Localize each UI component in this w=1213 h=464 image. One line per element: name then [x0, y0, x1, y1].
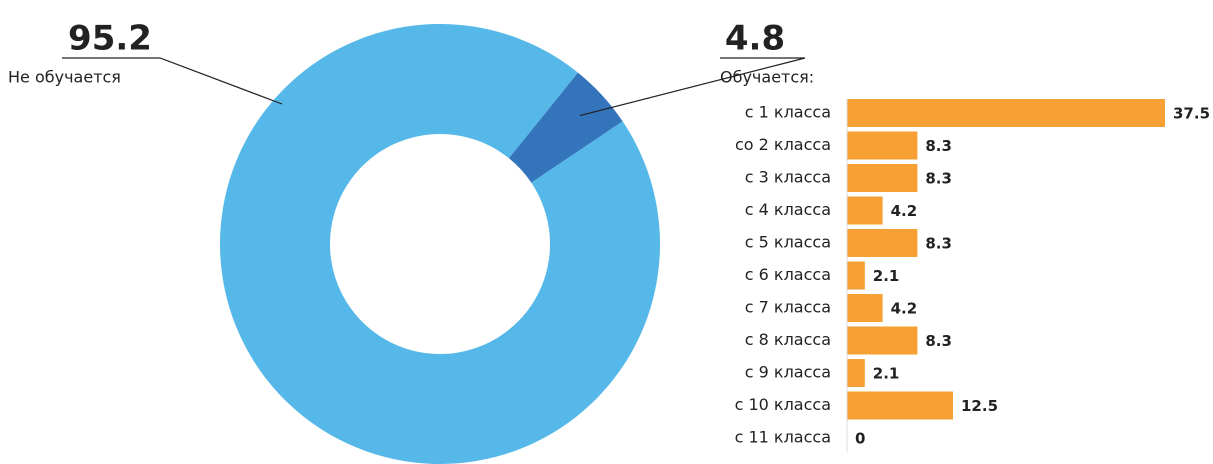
value-label: 8.3 [925, 137, 952, 155]
slice-value: 4.8 [725, 19, 785, 59]
value-label: 12.5 [961, 397, 998, 415]
value-label: 2.1 [873, 365, 900, 383]
bar [847, 294, 883, 322]
bar [847, 196, 883, 225]
value-label: 4.2 [891, 300, 918, 318]
bar [847, 164, 918, 192]
category-label: с 9 класса [745, 363, 831, 382]
category-label: с 8 класса [745, 330, 831, 349]
category-label: с 1 класса [745, 103, 831, 122]
category-label: с 5 класса [745, 233, 831, 252]
value-label: 8.3 [925, 235, 952, 253]
bar [847, 131, 918, 160]
category-label: с 10 класса [735, 395, 831, 414]
leader-line [579, 57, 806, 117]
category-label: с 7 класса [745, 298, 831, 317]
bar [847, 99, 1165, 127]
donut-slice [220, 24, 660, 464]
donut-slice [508, 72, 623, 183]
slice-label: Не обучается [8, 68, 121, 87]
category-label: с 3 класса [745, 168, 831, 187]
bar [847, 359, 865, 387]
bar [847, 229, 918, 257]
category-label: со 2 класса [735, 135, 831, 154]
category-label: с 11 класса [735, 428, 831, 447]
value-label: 8.3 [925, 170, 952, 188]
value-label: 4.2 [891, 202, 918, 220]
value-label: 37.5 [1173, 105, 1210, 123]
bar [847, 326, 918, 355]
value-label: 2.1 [873, 267, 900, 285]
bar-title: Обучается: [720, 68, 814, 87]
category-label: с 4 класса [745, 200, 831, 219]
value-label: 8.3 [925, 332, 952, 350]
bar [847, 391, 953, 420]
slice-value: 95.2 [68, 19, 152, 59]
bar [847, 261, 865, 290]
leader-line [62, 57, 283, 105]
category-label: с 6 класса [745, 265, 831, 284]
value-label: 0 [855, 430, 865, 448]
